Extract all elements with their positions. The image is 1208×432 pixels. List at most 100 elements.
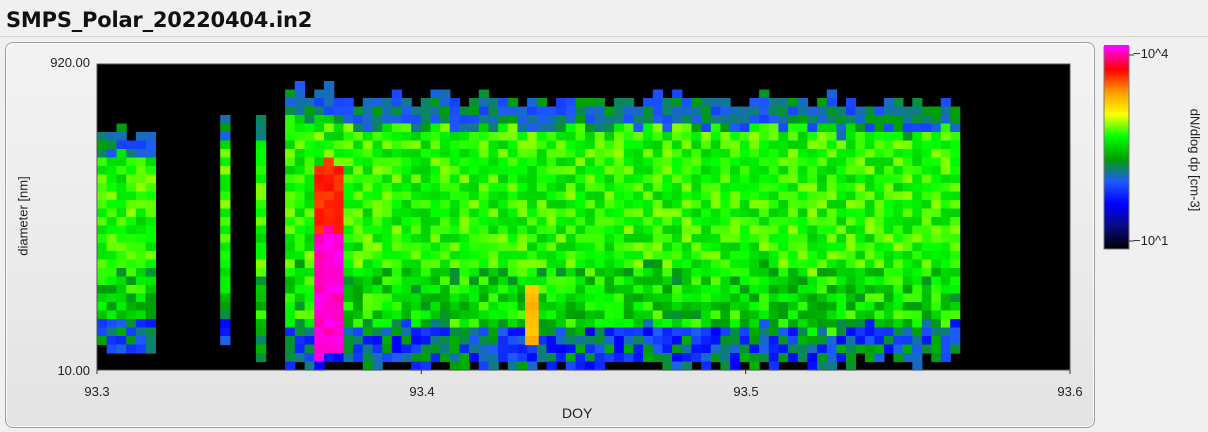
heatmap-cell	[604, 123, 615, 133]
heatmap-cell	[643, 276, 654, 286]
heatmap-cell	[710, 310, 722, 320]
heatmap-cell	[652, 140, 664, 150]
heatmap-cell	[643, 242, 654, 252]
heatmap-cell	[517, 132, 528, 142]
x-tick-label-3: 93.6	[1057, 384, 1083, 399]
heatmap-cell	[145, 268, 156, 278]
heatmap-cell	[546, 259, 557, 269]
heatmap-cell	[362, 183, 374, 193]
heatmap-cell	[846, 166, 857, 176]
heatmap-cell	[527, 149, 538, 159]
heatmap-cell	[940, 217, 951, 227]
heatmap-cell	[449, 259, 461, 269]
heatmap-cell	[478, 336, 490, 346]
heatmap-cell	[797, 276, 809, 286]
heatmap-cell	[333, 208, 345, 218]
heatmap-cell	[440, 353, 451, 363]
heatmap-cell	[440, 191, 451, 201]
heatmap-cell	[662, 123, 673, 133]
heatmap-cell	[681, 276, 693, 286]
heatmap-cell	[912, 123, 923, 133]
heatmap-cell	[362, 319, 374, 329]
heatmap-cell	[294, 234, 306, 244]
heatmap-cell	[391, 302, 403, 312]
heatmap-cell	[788, 106, 799, 116]
heatmap-cell	[353, 157, 364, 167]
heatmap-cell	[294, 132, 306, 142]
heatmap-cell	[430, 89, 441, 99]
heatmap-cell	[536, 336, 548, 346]
heatmap-cell	[517, 183, 528, 193]
heatmap-cell	[594, 140, 606, 150]
heatmap-cell	[912, 310, 923, 320]
heatmap-cell	[836, 183, 847, 193]
heatmap-cell	[304, 174, 315, 184]
heatmap-cell	[527, 106, 538, 116]
heatmap-cell	[106, 191, 117, 201]
heatmap-cell	[498, 132, 509, 142]
heatmap-cell	[314, 149, 325, 159]
heatmap-cell	[527, 191, 538, 201]
heatmap-cell	[362, 106, 374, 116]
heatmap-cell	[362, 344, 374, 354]
heatmap-cell	[768, 234, 780, 244]
heatmap-cell	[585, 208, 596, 218]
heatmap-cell	[372, 200, 383, 210]
heatmap-cell	[343, 166, 354, 176]
heatmap-cell	[662, 166, 673, 176]
heatmap-cell	[633, 259, 644, 269]
heatmap-cell	[797, 319, 809, 329]
heatmap-cell	[730, 157, 741, 167]
heatmap-cell	[662, 191, 673, 201]
heatmap-cell	[921, 276, 932, 286]
heatmap-cell	[135, 327, 147, 337]
heatmap-cell	[449, 98, 461, 108]
heatmap-cell	[662, 268, 673, 278]
heatmap-cell	[807, 132, 818, 142]
heatmap-cell	[449, 336, 461, 346]
heatmap-cell	[797, 174, 809, 184]
heatmap-cell	[546, 191, 557, 201]
heatmap-cell	[710, 259, 722, 269]
heatmap-cell	[788, 285, 799, 295]
heatmap-cell	[517, 285, 528, 295]
heatmap-cell	[662, 310, 673, 320]
heatmap-cell	[507, 140, 519, 150]
heatmap-cell	[449, 106, 461, 116]
heatmap-cell	[556, 259, 567, 269]
heatmap-cell	[594, 353, 606, 363]
heatmap-cell	[106, 242, 117, 252]
heatmap-cell	[517, 115, 528, 125]
heatmap-cell	[594, 217, 606, 227]
heatmap-cell	[575, 225, 586, 235]
heatmap-cell	[575, 259, 586, 269]
heatmap-cell	[643, 319, 654, 329]
heatmap-cell	[902, 336, 913, 346]
heatmap-cell	[314, 361, 325, 371]
heatmap-cell	[874, 268, 885, 278]
heatmap-cell	[912, 293, 923, 303]
heatmap-cell	[604, 208, 615, 218]
heatmap-cell	[902, 106, 913, 116]
heatmap-cell	[643, 123, 654, 133]
heatmap-cell	[720, 132, 731, 142]
heatmap-cell	[883, 251, 894, 261]
heatmap-cell	[488, 293, 499, 303]
heatmap-cell	[749, 208, 760, 218]
heatmap-cell	[846, 251, 857, 261]
heatmap-cell	[672, 353, 683, 363]
heatmap-cell	[478, 268, 490, 278]
heatmap-cell	[614, 132, 625, 142]
heatmap-cell	[788, 208, 799, 218]
heatmap-cell	[449, 234, 461, 244]
heatmap-cell	[797, 353, 809, 363]
heatmap-cell	[116, 225, 127, 235]
heatmap-cell	[940, 251, 951, 261]
heatmap-cell	[294, 115, 306, 125]
heatmap-cell	[768, 174, 780, 184]
heatmap-cell	[778, 293, 789, 303]
heatmap-cell	[565, 200, 577, 210]
heatmap-cell	[940, 319, 951, 329]
heatmap-cell	[672, 285, 683, 295]
heatmap-cell	[614, 106, 625, 116]
